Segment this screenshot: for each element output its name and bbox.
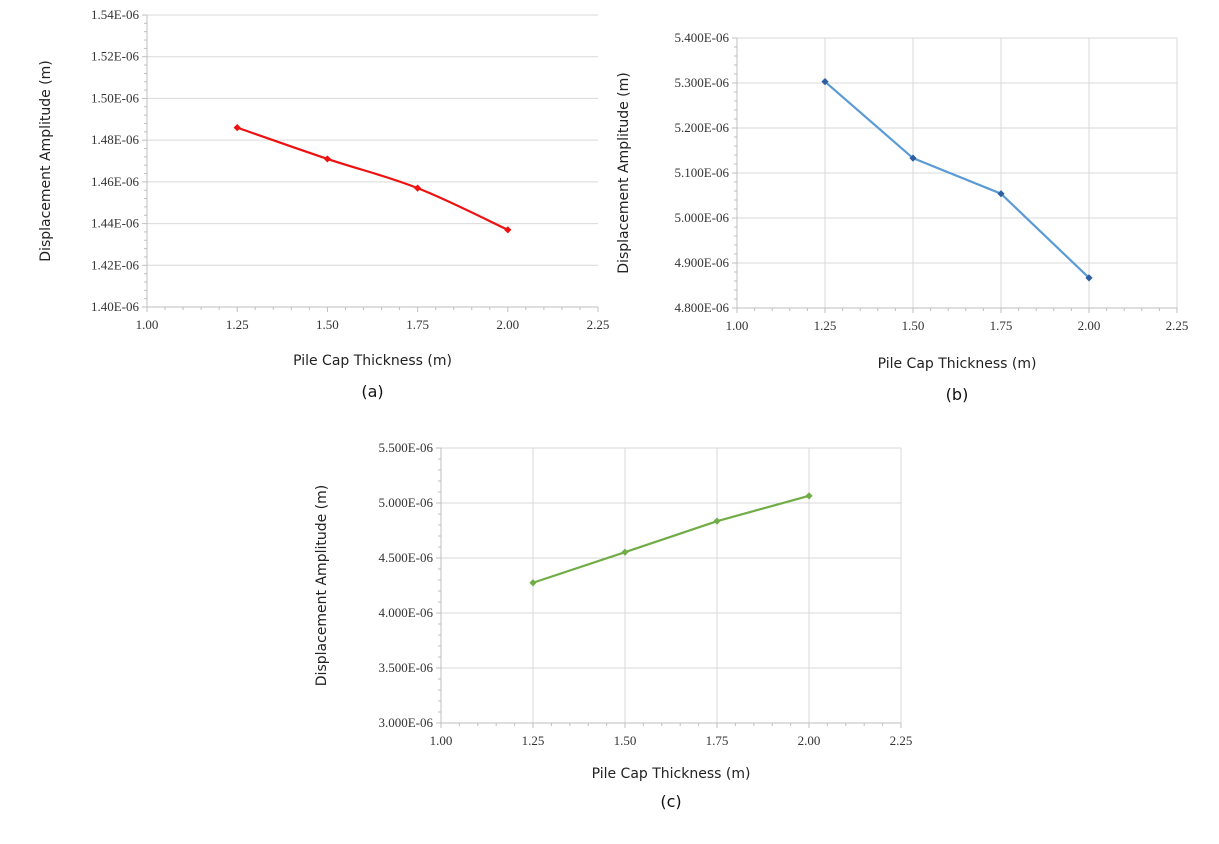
x-tick-label: 1.00 <box>136 317 159 332</box>
axes-layer <box>436 447 902 728</box>
x-tick-label: 1.50 <box>902 318 925 333</box>
y-tick-label: 5.000E-06 <box>674 210 729 225</box>
x-axis-title: Pile Cap Thickness (m) <box>592 766 751 782</box>
series-layer <box>821 78 1093 282</box>
x-tick-label: 1.25 <box>522 733 545 748</box>
x-tick-label: 2.25 <box>587 317 610 332</box>
axes-layer <box>142 14 599 312</box>
y-tick-label: 4.000E-06 <box>378 605 433 620</box>
labels-layer: 1.40E-06 1.42E-06 1.44E-06 1.46E-06 1.48E-06… <box>38 7 609 401</box>
x-tick-label: 1.50 <box>614 733 637 748</box>
y-tick-label: 4.800E-06 <box>674 300 729 315</box>
data-point-marker <box>997 190 1005 198</box>
x-tick-label: 2.25 <box>890 733 913 748</box>
y-axis-title: Displacement Amplitude (m) <box>314 485 330 686</box>
grid-layer <box>737 37 1178 308</box>
y-axis-title: Displacement Amplitude (m) <box>616 72 632 273</box>
y-tick-label: 4.500E-06 <box>378 550 433 565</box>
x-tick-label: 1.25 <box>814 318 837 333</box>
data-point-marker <box>233 124 241 132</box>
chart-c: 3.000E-06 3.500E-06 4.000E-06 4.500E-06 5.00… <box>314 440 912 811</box>
y-tick-label: 1.54E-06 <box>91 7 140 22</box>
grid-layer <box>147 14 598 266</box>
chart-a: 1.40E-06 1.42E-06 1.44E-06 1.46E-06 1.48E-06… <box>38 7 609 401</box>
series-layer <box>233 124 512 234</box>
y-tick-label: 5.000E-06 <box>378 495 433 510</box>
y-tick-label: 5.400E-06 <box>674 30 729 45</box>
y-tick-label: 1.52E-06 <box>91 49 140 64</box>
axes-layer <box>732 37 1178 313</box>
x-tick-label: 2.25 <box>1166 318 1189 333</box>
labels-layer: 3.000E-06 3.500E-06 4.000E-06 4.500E-06 5.00… <box>314 440 912 811</box>
x-axis-title: Pile Cap Thickness (m) <box>878 356 1037 372</box>
y-tick-label: 5.200E-06 <box>674 120 729 135</box>
x-tick-label: 1.00 <box>430 733 453 748</box>
series-layer <box>529 492 813 587</box>
data-point-marker <box>504 226 512 234</box>
data-point-marker <box>821 78 829 86</box>
panel-label: (b) <box>946 385 969 404</box>
data-point-marker <box>414 184 422 192</box>
series-line <box>824 80 1090 279</box>
y-tick-label: 3.500E-06 <box>378 660 433 675</box>
y-tick-label: 5.300E-06 <box>674 75 729 90</box>
data-point-marker <box>323 155 331 163</box>
y-tick-label: 3.000E-06 <box>378 715 433 730</box>
x-tick-label: 1.00 <box>726 318 749 333</box>
y-axis-title: Displacement Amplitude (m) <box>38 60 54 261</box>
y-tick-label: 1.40E-06 <box>91 299 140 314</box>
x-tick-label: 1.75 <box>990 318 1013 333</box>
x-axis-title: Pile Cap Thickness (m) <box>293 353 452 369</box>
y-tick-label: 1.42E-06 <box>91 257 140 272</box>
y-tick-label: 5.100E-06 <box>674 165 729 180</box>
x-tick-label: 1.75 <box>406 317 429 332</box>
x-tick-label: 2.00 <box>1078 318 1101 333</box>
data-point-marker <box>713 517 721 525</box>
grid-layer <box>441 447 902 723</box>
data-point-marker <box>805 492 813 500</box>
data-point-marker <box>909 154 917 162</box>
y-tick-label: 1.50E-06 <box>91 90 140 105</box>
x-tick-label: 2.00 <box>496 317 519 332</box>
series-line <box>532 494 810 584</box>
y-tick-label: 1.48E-06 <box>91 132 140 147</box>
labels-layer: 4.800E-06 4.900E-06 5.000E-06 5.100E-06 5.20… <box>616 30 1188 404</box>
y-tick-label: 5.500E-06 <box>378 440 433 455</box>
data-point-marker <box>529 579 537 587</box>
y-tick-label: 1.46E-06 <box>91 174 140 189</box>
x-tick-label: 1.75 <box>706 733 729 748</box>
chart-b: 4.800E-06 4.900E-06 5.000E-06 5.100E-06 5.20… <box>616 30 1188 404</box>
x-tick-label: 2.00 <box>798 733 821 748</box>
y-tick-label: 1.44E-06 <box>91 216 140 231</box>
y-tick-label: 4.900E-06 <box>674 255 729 270</box>
series-line <box>236 126 509 231</box>
x-tick-label: 1.50 <box>316 317 339 332</box>
panel-label: (a) <box>361 382 383 401</box>
data-point-marker <box>621 548 629 556</box>
panel-label: (c) <box>660 792 681 811</box>
x-tick-label: 1.25 <box>226 317 249 332</box>
